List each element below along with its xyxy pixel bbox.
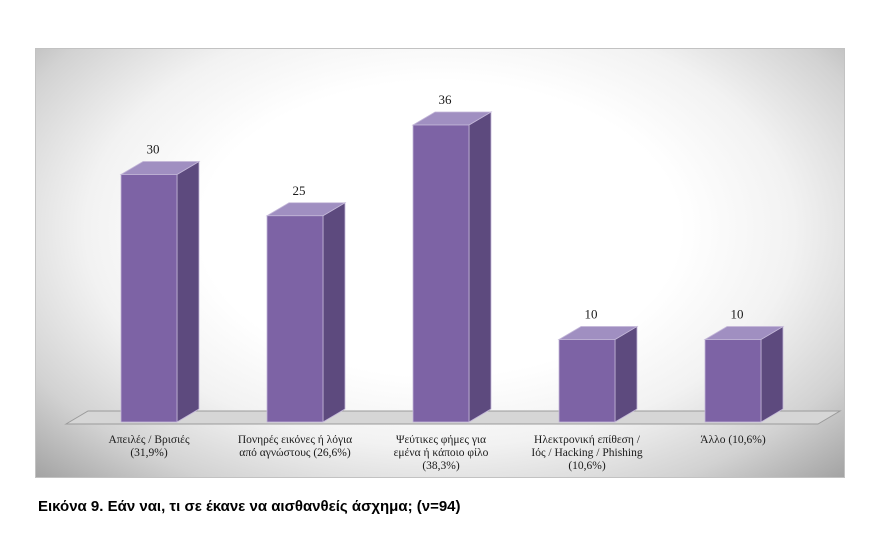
bar-front-face xyxy=(266,215,324,423)
bar-side-face xyxy=(322,202,346,423)
bar-side-face xyxy=(760,325,784,423)
category-label: από αγνώστους (26,6%) xyxy=(239,447,351,459)
bar-front-face xyxy=(120,174,178,423)
category-label: (31,9%) xyxy=(130,447,168,459)
category-label: (10,6%) xyxy=(568,460,606,472)
bar-side-face xyxy=(614,325,638,423)
bar-chart: 30 Απειλές / Βρισιές(31,9%) 25 Πονηρές εικό… xyxy=(64,92,842,472)
category-label: Ιός / Hacking / Phishing xyxy=(531,447,642,459)
chart-panel: 30 Απειλές / Βρισιές (31,9%) 25 Πονηρές εικό… xyxy=(35,48,845,478)
category-label: (38,3%) xyxy=(422,460,460,472)
bar-value-label: 30 xyxy=(147,142,160,157)
bar-value-label: 25 xyxy=(293,183,306,198)
bar-side-face xyxy=(468,111,492,423)
bar-value-label: 10 xyxy=(731,307,744,322)
bar-value-label: 36 xyxy=(439,92,453,107)
category-label: Πονηρές εικόνες ή λόγια xyxy=(238,434,352,446)
category-label: εμένα ή κάποιο φίλο xyxy=(394,447,489,459)
figure-caption: Εικόνα 9. Εάν ναι, τι σε έκανε να αισθαν… xyxy=(38,498,461,515)
bar-front-face xyxy=(704,339,762,423)
category-label: Ηλεκτρονική επίθεση / xyxy=(534,434,641,446)
bar-front-face xyxy=(412,124,470,423)
category-label: Απειλές / Βρισιές xyxy=(108,434,190,446)
category-label: Ψεύτικες φήμες για xyxy=(396,434,486,446)
bar-front-face xyxy=(558,339,616,423)
category-label: Άλλο (10,6%) xyxy=(700,434,766,446)
bar-side-face xyxy=(176,160,200,423)
bar-value-label: 10 xyxy=(585,307,598,322)
